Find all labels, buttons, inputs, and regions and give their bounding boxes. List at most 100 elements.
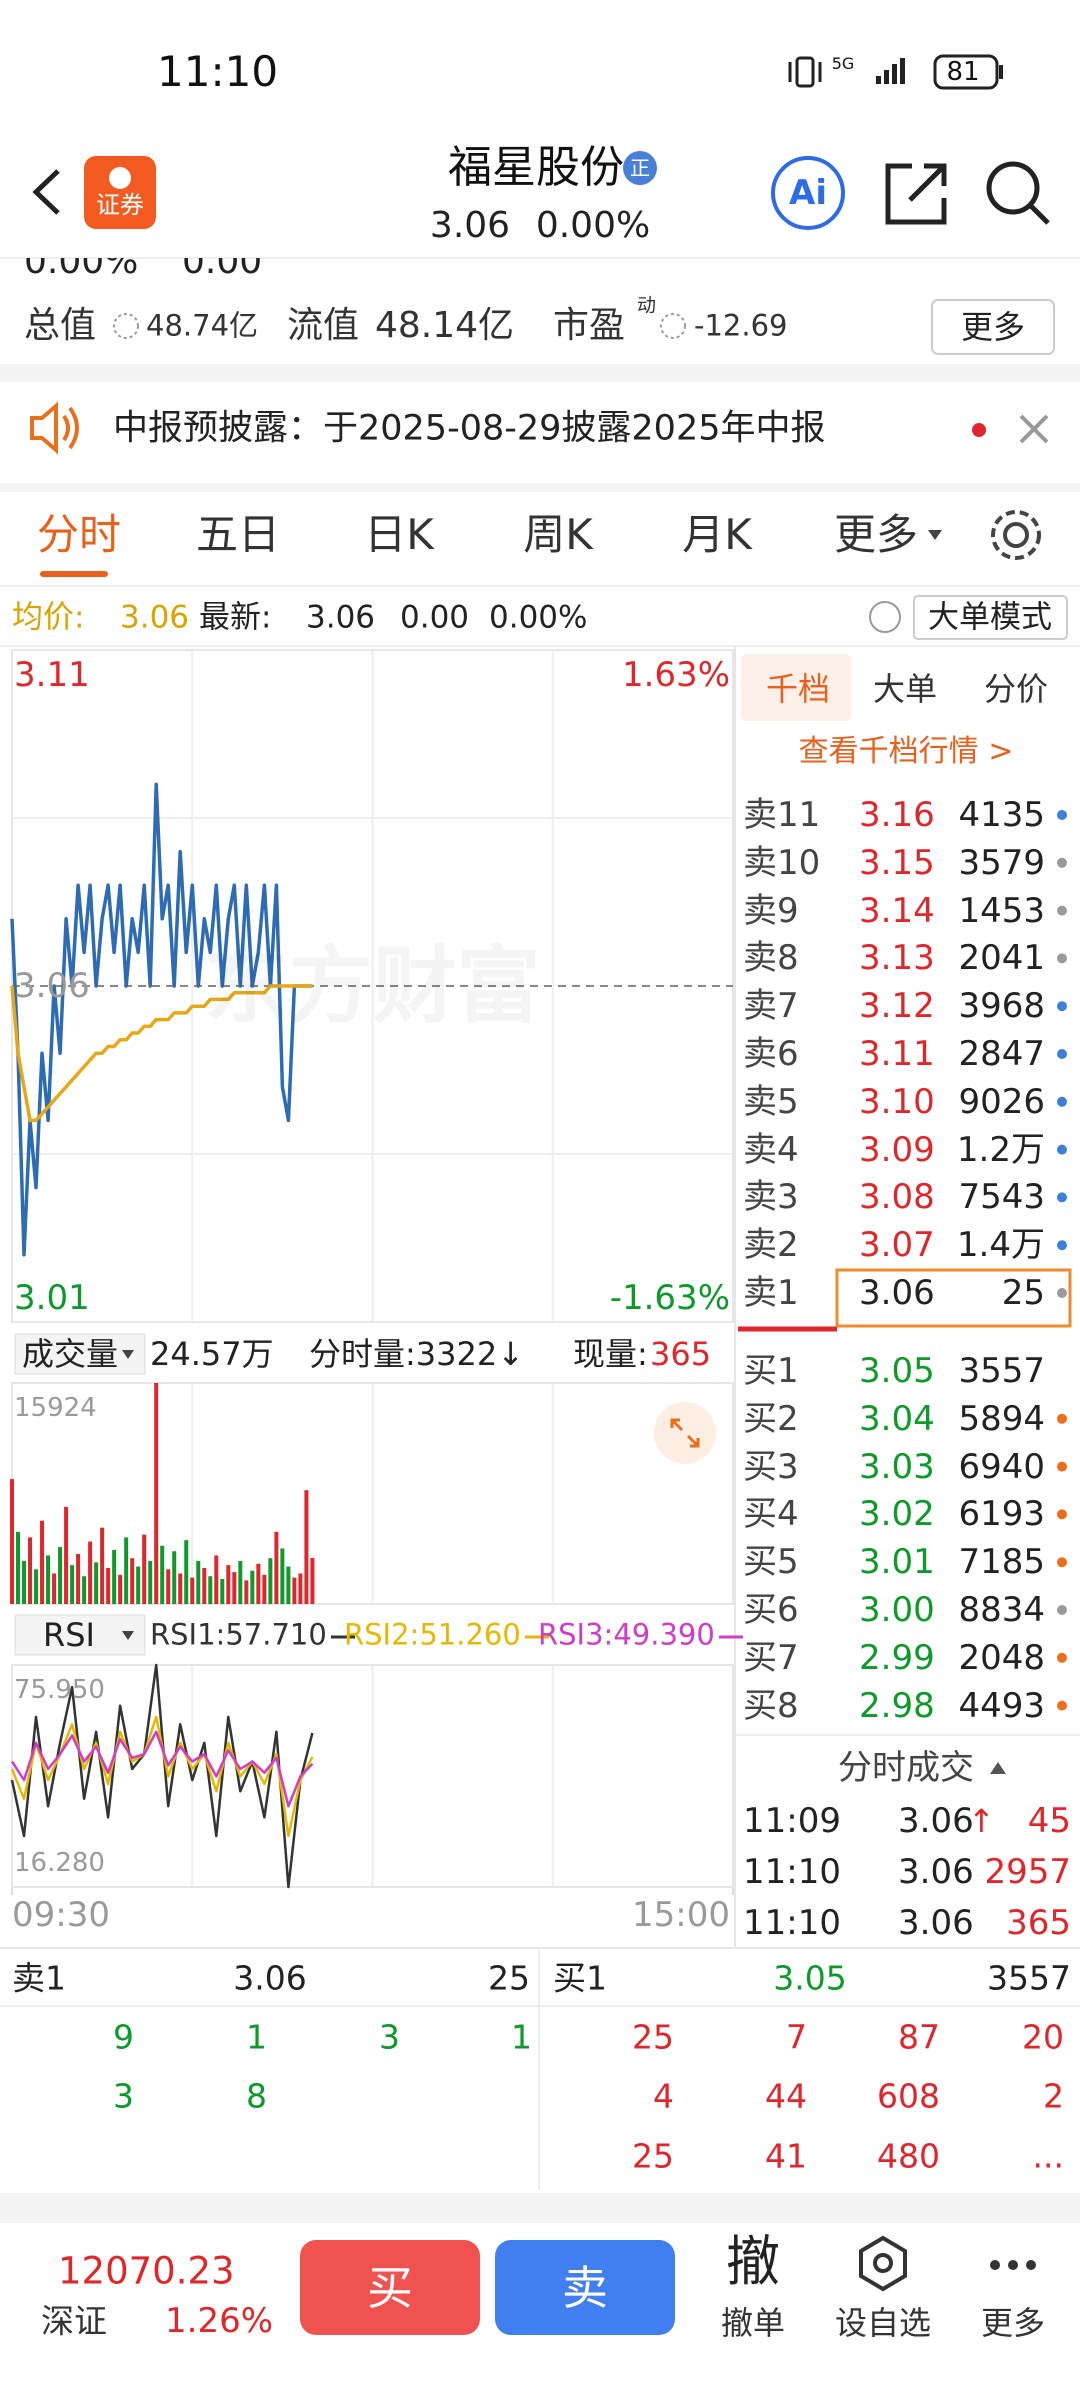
book-label: 买3 (743, 1446, 799, 1487)
more-icon[interactable] (990, 2260, 1036, 2270)
series-line (10, 782, 313, 1257)
buy-label[interactable]: 买 (367, 2261, 413, 2315)
book-label: 买4 (743, 1494, 799, 1535)
speaker-icon (30, 401, 79, 455)
volume-bar (136, 1566, 141, 1604)
cancel-icon[interactable]: 撤 (726, 2230, 780, 2293)
indicator-select[interactable] (14, 1333, 146, 1375)
depth-order: 1 (246, 2017, 267, 2057)
back-button[interactable] (32, 169, 60, 215)
book-label: 卖6 (743, 1034, 799, 1074)
stock-badge: 正 (630, 156, 650, 180)
period-tab[interactable]: 日K (364, 510, 434, 559)
book-tab[interactable]: 大单 (872, 670, 938, 708)
search-icon[interactable] (986, 161, 1050, 225)
more-button[interactable]: 更多 (960, 308, 1026, 346)
volume-bar (190, 1577, 195, 1604)
indicator-title[interactable]: 成交量 (22, 1335, 119, 1373)
period-tab[interactable]: 周K (523, 510, 593, 559)
book-label: 卖4 (743, 1129, 799, 1170)
trades-title[interactable]: 分时成交 (838, 1748, 974, 1788)
clipped-value: 0.00 (182, 258, 263, 282)
book-price: 3.04 (859, 1398, 935, 1439)
ai-icon[interactable] (771, 156, 845, 230)
book-link[interactable]: 查看千档行情 > (798, 734, 1014, 769)
trade-price: 3.06 (898, 1903, 974, 1943)
legend-entry: RSI2:51.260 (344, 1620, 549, 1650)
y2-tick-label: -1.63% (609, 1278, 730, 1318)
expand-button[interactable] (654, 1402, 716, 1464)
help-icon[interactable] (869, 601, 901, 633)
book-dot (1057, 1049, 1067, 1059)
book-volume: 7543 (958, 1177, 1045, 1218)
volume-bar (304, 1490, 309, 1604)
x-tick-label: 09:30 (12, 1895, 110, 1935)
period-tab[interactable]: 月K (682, 510, 752, 559)
last-label: 最新: (199, 599, 272, 636)
more-button-frame[interactable] (931, 299, 1055, 355)
book-label: 买7 (743, 1637, 799, 1678)
mode-button[interactable]: 大单模式 (928, 599, 1052, 636)
volume-bar (256, 1563, 261, 1604)
close-notice[interactable] (1019, 414, 1049, 444)
tick-volume: 分时量:3322↓ (309, 1335, 525, 1373)
clipped-row: 0.00% 0.00 (0, 258, 1080, 296)
book-price: 3.03 (859, 1446, 935, 1487)
book-label: 买6 (743, 1590, 799, 1630)
volume-bar (286, 1566, 291, 1604)
volume-bar (238, 1560, 243, 1604)
period-tab[interactable]: 分时 (36, 510, 122, 559)
book-price: 3.00 (859, 1590, 935, 1630)
watchlist-icon[interactable] (859, 2235, 907, 2292)
pe-value: -12.69 (694, 308, 788, 343)
mode-button-frame[interactable] (913, 595, 1068, 640)
book-label: 卖10 (743, 842, 821, 883)
trade-time: 11:10 (743, 1852, 841, 1892)
watchlist-label[interactable]: 设自选 (834, 2304, 932, 2342)
change-value: 0.00 (400, 599, 470, 636)
sell-button[interactable] (495, 2240, 675, 2335)
book-tab[interactable]: 分价 (983, 670, 1049, 708)
book-dot (1057, 1652, 1067, 1663)
ai-label[interactable]: Ai (789, 173, 827, 213)
volume-bar (130, 1558, 135, 1604)
book-tab[interactable]: 千档 (765, 670, 831, 708)
buy-button[interactable] (300, 2240, 480, 2335)
depth-price: 3.06 (233, 1958, 307, 1998)
volume-bar (106, 1567, 111, 1604)
watermark: 东方财富 (204, 944, 540, 1028)
volume-bar (280, 1548, 285, 1604)
index-market: 深证 (41, 2301, 107, 2341)
indicator-select[interactable] (14, 1614, 146, 1656)
book-dot (1057, 1240, 1067, 1251)
indicator-title[interactable]: RSI (43, 1616, 95, 1654)
book-dot (1057, 1605, 1067, 1615)
volume-bar (70, 1565, 75, 1604)
volume-bar (268, 1558, 273, 1604)
dropdown-arrow (122, 1350, 134, 1359)
more-label[interactable]: 更多 (980, 2304, 1046, 2342)
share-icon[interactable] (885, 163, 947, 225)
tab-dropdown-arrow (928, 530, 942, 540)
period-tab[interactable]: 更多 (833, 510, 919, 559)
sell-label[interactable]: 卖 (562, 2261, 608, 2315)
trades-toggle[interactable] (990, 1762, 1006, 1774)
depth-order: 7 (786, 2017, 807, 2057)
volume-bar (220, 1579, 225, 1604)
volume-bar (232, 1572, 237, 1604)
notice-text[interactable]: 中报预披露：于2025-08-29披露2025年中报 (113, 408, 826, 449)
settings-icon[interactable] (991, 510, 1041, 560)
index-change: 1.26% (165, 2301, 274, 2341)
book-dot (1057, 1461, 1067, 1472)
book-volume: 3557 (958, 1351, 1045, 1391)
cancel-label[interactable]: 撤单 (720, 2304, 786, 2342)
volume-bar (34, 1569, 39, 1604)
book-volume: 1.2万 (956, 1129, 1045, 1170)
book-price: 2.98 (859, 1685, 935, 1726)
legend-swatch (718, 1635, 743, 1638)
volume-bar (76, 1554, 81, 1604)
period-tab[interactable]: 五日 (195, 510, 281, 559)
volume-bar (52, 1573, 57, 1604)
total-value: 48.74亿 (146, 308, 259, 343)
